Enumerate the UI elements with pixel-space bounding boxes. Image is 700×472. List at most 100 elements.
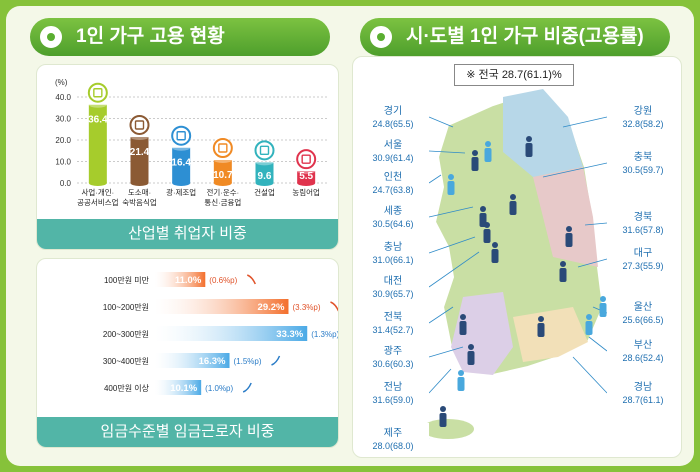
region-leader-line [428, 368, 452, 394]
bar [130, 136, 149, 183]
person-body [559, 268, 567, 282]
region-shape-jeju [422, 419, 474, 439]
region-name: 전북 [384, 311, 402, 323]
wage-chart-panel: 100만원 미만 11.0% (0.6%p) 100~200만원 29.2% (3.3%p… [36, 258, 339, 448]
region-label-box [607, 297, 679, 329]
national-average-note: ※ 전국 28.7(61.1)% [454, 64, 574, 86]
bar [88, 104, 107, 183]
region-leader-line [588, 336, 608, 352]
person-body [484, 148, 492, 162]
region-value: 31.6(57.8) [622, 225, 663, 235]
region-value: 30.5(64.6) [372, 219, 413, 229]
region-leader-line [428, 116, 454, 128]
wage-bar [155, 326, 308, 341]
region-value: 32.8(58.2) [622, 119, 663, 129]
region-leader-line [428, 251, 480, 288]
male-person-icon [467, 344, 475, 365]
region-leader-line [428, 174, 442, 184]
region-label: 경남 28.7(61.1) [607, 377, 679, 409]
bar-base [88, 180, 107, 186]
person-head [526, 136, 532, 142]
icon-glyph [259, 145, 270, 156]
icon-circle [254, 140, 275, 161]
wage-value-label: 11.0% [175, 275, 202, 286]
person-head [460, 314, 466, 320]
region-label-box [357, 307, 429, 339]
region-label: 경북 31.6(57.8) [607, 207, 679, 239]
person-head [468, 344, 474, 350]
region-shape-gyeongbuk [533, 167, 598, 267]
grain-icon [296, 149, 317, 170]
region-label-box [607, 243, 679, 275]
region-name: 대전 [384, 275, 402, 287]
industry-bar-chart: (%) 0.0 10.0 20.0 30.0 40.0 36.4 사업·개인·공공서비스업 21… [55, 78, 327, 207]
icon-circle [296, 149, 317, 170]
wage-bar-chart: 100만원 미만 11.0% (0.6%p) 100~200만원 29.2% (3.3%p… [103, 272, 339, 395]
region-label: 경기 24.8(65.5) [357, 101, 429, 133]
male-person-icon [439, 406, 447, 427]
bar-top [172, 144, 191, 151]
wage-value-label: 10.1% [170, 383, 197, 394]
wage-change-label: (1.3%p) [311, 330, 339, 339]
region-value: 30.5(59.7) [622, 165, 663, 175]
region-name: 부산 [634, 339, 652, 351]
trend-down-arrow-icon [246, 274, 256, 285]
region-label-box [357, 377, 429, 409]
person-head [458, 370, 464, 376]
region-label-box [607, 335, 679, 367]
wage-category-label: 300~400만원 [103, 357, 149, 366]
bar-top [88, 101, 107, 108]
person-head [560, 261, 566, 267]
female-person-icon [484, 141, 492, 162]
region-name: 경남 [634, 380, 652, 393]
region-label-box [607, 207, 679, 239]
x-category-label: 전기·운수· [207, 187, 240, 197]
industry-chart-caption: 산업별 취업자 비중 [37, 219, 338, 249]
region-leader-line [428, 236, 476, 254]
region-name: 대구 [634, 247, 652, 259]
y-tick-label: 30.0 [55, 115, 71, 124]
x-category-label: 공공서비스업 [77, 198, 118, 207]
bar-base [172, 180, 191, 186]
wage-bar [155, 272, 206, 287]
region-label-box [357, 201, 429, 233]
female-person-icon [447, 174, 455, 195]
bar [213, 159, 232, 183]
person-body [467, 351, 475, 365]
region-name: 제주 [384, 427, 402, 439]
wage-category-label: 100만원 미만 [104, 276, 150, 285]
person-head [600, 296, 606, 302]
region-value: 30.9(61.4) [372, 153, 413, 163]
region-label-box [357, 237, 429, 269]
region-label-box [357, 135, 429, 167]
region-leader-line [572, 356, 608, 394]
region-name: 전남 [384, 381, 402, 393]
person-head [566, 226, 572, 232]
male-person-icon [537, 316, 545, 337]
region-label: 전남 31.6(59.0) [357, 377, 429, 409]
person-body [459, 321, 467, 335]
region-label-box [357, 341, 429, 373]
female-person-icon [585, 314, 593, 335]
wage-bar [155, 299, 289, 314]
region-label-box [357, 101, 429, 133]
bar-value-label: 36.4 [88, 115, 108, 126]
region-label: 세종 30.5(64.6) [357, 201, 429, 233]
person-head [480, 206, 486, 212]
construction-icon [254, 140, 275, 161]
region-label: 강원 32.8(58.2) [607, 101, 679, 133]
food-tray-icon [129, 114, 150, 135]
bar-top [297, 168, 316, 175]
y-axis-unit: (%) [55, 78, 68, 87]
male-person-icon [459, 314, 467, 335]
male-person-icon [559, 261, 567, 282]
male-person-icon [525, 136, 533, 157]
person-head [440, 406, 446, 412]
icon-circle [212, 137, 233, 158]
region-name: 울산 [634, 301, 652, 313]
wage-value-label: 16.3% [199, 356, 226, 367]
region-value: 28.6(52.4) [622, 353, 663, 363]
bar-value-label: 5.5 [299, 171, 313, 182]
person-body [537, 323, 545, 337]
bar-top [213, 156, 232, 163]
